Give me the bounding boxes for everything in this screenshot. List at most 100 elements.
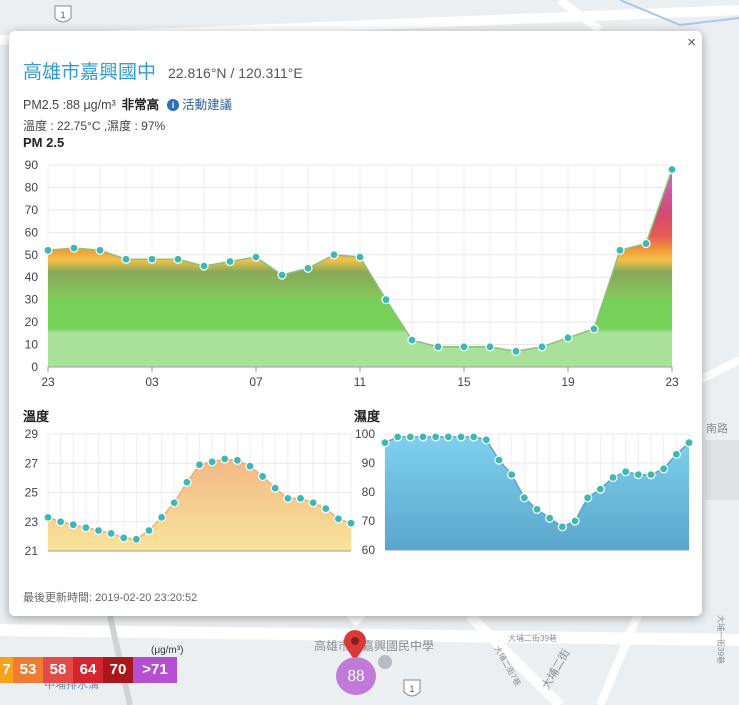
data-point[interactable]	[245, 461, 255, 471]
data-point[interactable]	[199, 261, 209, 271]
data-point[interactable]	[557, 522, 567, 532]
data-point[interactable]	[621, 467, 631, 477]
map-pin-icon[interactable]	[340, 630, 370, 662]
data-point[interactable]	[207, 457, 217, 467]
data-point[interactable]	[131, 534, 141, 544]
data-point[interactable]	[380, 438, 390, 448]
y-tick-label: 10	[25, 338, 39, 352]
data-point[interactable]	[147, 254, 157, 264]
data-point[interactable]	[258, 471, 268, 482]
data-point[interactable]	[511, 346, 521, 356]
data-point[interactable]	[545, 513, 555, 523]
data-point[interactable]	[519, 493, 529, 503]
data-point[interactable]	[121, 254, 131, 264]
data-point[interactable]	[333, 514, 343, 524]
data-point[interactable]	[481, 435, 491, 445]
data-point[interactable]	[537, 342, 547, 352]
data-point[interactable]	[95, 245, 105, 255]
data-point[interactable]	[277, 270, 287, 280]
data-point[interactable]	[308, 498, 318, 508]
y-tick-label: 30	[25, 293, 39, 307]
x-tick-label: 11	[354, 375, 367, 389]
station-marker[interactable]: 88	[336, 657, 376, 695]
data-point[interactable]	[329, 250, 339, 260]
data-point[interactable]	[346, 518, 356, 528]
data-point[interactable]	[407, 335, 417, 345]
data-point[interactable]	[220, 454, 230, 464]
data-point[interactable]	[615, 245, 625, 255]
data-point[interactable]	[173, 254, 183, 264]
data-point[interactable]	[119, 533, 129, 543]
data-point[interactable]	[459, 342, 469, 352]
data-point[interactable]	[225, 256, 235, 267]
svg-text:1: 1	[409, 684, 414, 694]
data-point[interactable]	[405, 432, 415, 442]
data-point[interactable]	[667, 164, 677, 175]
data-point[interactable]	[431, 432, 441, 442]
data-point[interactable]	[270, 483, 280, 493]
data-point[interactable]	[418, 432, 428, 442]
area-fill	[385, 436, 689, 550]
temperature-chart: 21 23 25 27 29	[25, 427, 356, 558]
data-point[interactable]	[56, 517, 66, 527]
data-point[interactable]	[69, 243, 79, 253]
data-point[interactable]	[671, 449, 681, 459]
close-icon[interactable]: ×	[687, 34, 696, 51]
legend-item: >71	[133, 657, 177, 683]
data-point[interactable]	[393, 432, 403, 442]
data-point[interactable]	[251, 252, 261, 262]
data-point[interactable]	[641, 238, 651, 249]
data-point[interactable]	[321, 503, 331, 514]
street-label: 大埔一街39巷	[716, 615, 726, 664]
data-point[interactable]	[106, 528, 116, 539]
y-tick-label: 20	[25, 315, 39, 329]
data-point[interactable]	[563, 333, 573, 343]
data-point[interactable]	[381, 295, 391, 305]
data-point[interactable]	[589, 324, 599, 334]
data-point[interactable]	[68, 520, 78, 530]
y-tick-label: 60	[25, 225, 39, 239]
data-point[interactable]	[283, 493, 293, 503]
data-point[interactable]	[684, 438, 694, 448]
legend-item: 53	[13, 657, 43, 683]
popup-header: 高雄市嘉興國中 22.816°N / 120.311°E	[23, 57, 303, 84]
data-point[interactable]	[355, 252, 365, 262]
x-tick-label: 07	[249, 375, 263, 389]
data-point[interactable]	[182, 477, 192, 487]
pm-reading: PM2.5 :88 μg/m³	[23, 98, 116, 112]
data-point[interactable]	[507, 469, 517, 480]
data-point[interactable]	[583, 493, 593, 503]
data-point[interactable]	[295, 493, 306, 503]
activity-advice-link[interactable]: 活動建議	[182, 98, 233, 112]
data-point[interactable]	[144, 525, 154, 536]
data-point[interactable]	[494, 455, 504, 465]
data-point[interactable]	[194, 460, 205, 470]
data-point[interactable]	[570, 516, 580, 526]
data-point[interactable]	[469, 432, 479, 442]
y-tick-label: 23	[25, 515, 39, 529]
data-point[interactable]	[646, 469, 656, 480]
data-point[interactable]	[443, 432, 453, 442]
data-point[interactable]	[232, 455, 242, 465]
data-point[interactable]	[303, 263, 313, 273]
data-point[interactable]	[43, 245, 53, 255]
data-point[interactable]	[456, 432, 466, 442]
poi-icon	[378, 655, 392, 669]
data-point[interactable]	[81, 522, 91, 533]
data-point[interactable]	[485, 342, 495, 352]
data-point[interactable]	[659, 464, 669, 474]
data-point[interactable]	[43, 512, 53, 522]
data-point[interactable]	[633, 469, 643, 480]
data-point[interactable]	[608, 472, 618, 483]
x-tick-label: 19	[561, 375, 575, 389]
data-point[interactable]	[595, 484, 605, 494]
y-tick-label: 70	[25, 203, 39, 217]
info-icon[interactable]: i	[167, 99, 180, 111]
data-point[interactable]	[93, 525, 104, 536]
area-fill	[48, 169, 672, 367]
data-point[interactable]	[532, 504, 542, 515]
data-point[interactable]	[157, 512, 167, 522]
data-point[interactable]	[433, 342, 443, 352]
data-point[interactable]	[169, 498, 179, 508]
x-tick-label: 03	[145, 375, 159, 389]
